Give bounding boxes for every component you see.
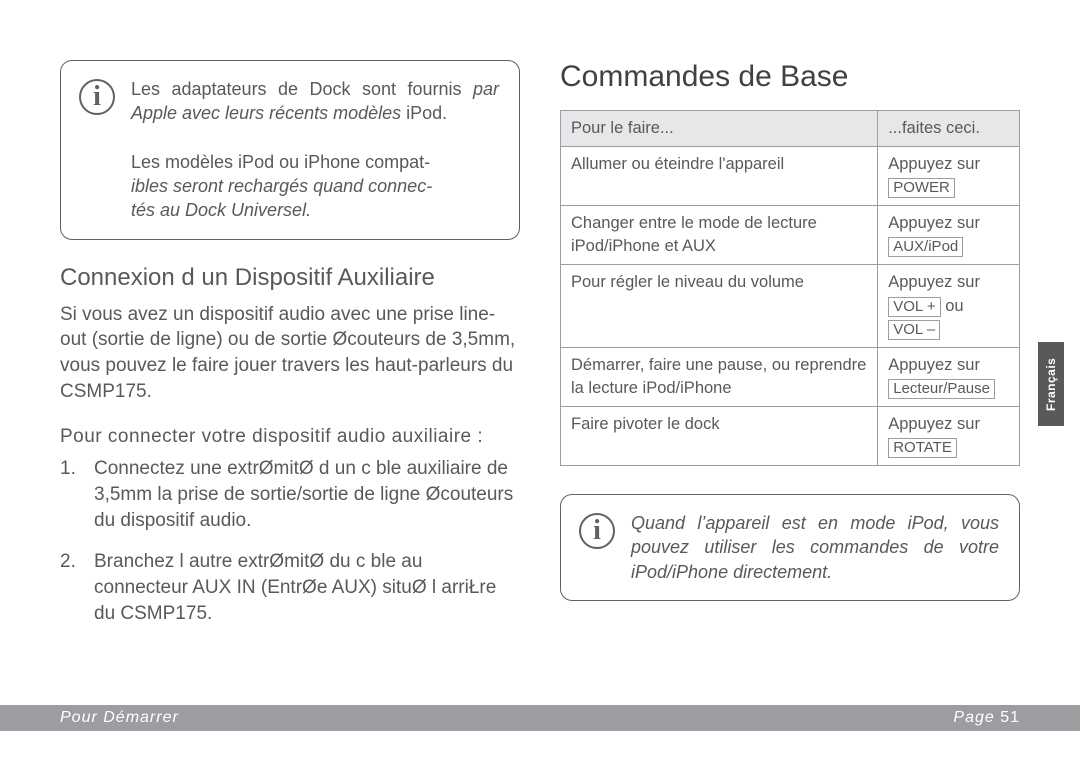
cell-action: Démarrer, faire une pause, ou reprendre …: [561, 347, 878, 406]
cell-result: Appuyez sur Lecteur/Pause: [878, 347, 1020, 406]
cell-result: Appuyez sur ROTATE: [878, 406, 1020, 465]
right-column: Commandes de Base Pour le faire... ...fa…: [560, 60, 1020, 642]
page-footer: Pour Démarrer Page 51: [0, 705, 1080, 731]
table-row: Pour régler le niveau du volume Appuyez …: [561, 265, 1020, 347]
aux-subheading: Pour connecter votre dispositif audio au…: [60, 426, 520, 448]
language-tab: Français: [1038, 342, 1064, 426]
cell-action: Changer entre le mode de lecture iPod/iP…: [561, 206, 878, 265]
th-action: Pour le faire...: [561, 111, 878, 147]
aux-paragraph: Si vous avez un dispositif audio avec un…: [60, 302, 520, 405]
table-row: Faire pivoter le dock Appuyez sur ROTATE: [561, 406, 1020, 465]
vol-plus-button-label: VOL +: [888, 297, 940, 317]
cell-result: Appuyez sur AUX/iPod: [878, 206, 1020, 265]
info-line1c: iPod.: [406, 103, 447, 123]
info-line2b: ibles seront rechargés quand connec-: [131, 176, 432, 196]
info-box-text: Les adaptateurs de Dock sont fournis par…: [131, 77, 499, 223]
commands-table: Pour le faire... ...faites ceci. Allumer…: [560, 110, 1020, 466]
info-line1a: Les adaptateurs de Dock sont fournis: [131, 79, 473, 99]
info-box-mode: i Quand l’appareil est en mode iPod, vou…: [560, 494, 1020, 601]
play-pause-button-label: Lecteur/Pause: [888, 379, 995, 399]
aux-heading: Connexion d un Dispositif Auxiliaire: [60, 264, 520, 292]
cell-action: Pour régler le niveau du volume: [561, 265, 878, 347]
vol-minus-button-label: VOL –: [888, 320, 940, 340]
left-column: i Les adaptateurs de Dock sont fournis p…: [60, 60, 520, 642]
aux-ipod-button-label: AUX/iPod: [888, 237, 963, 257]
commands-title: Commandes de Base: [560, 60, 1020, 94]
th-result: ...faites ceci.: [878, 111, 1020, 147]
cell-action: Faire pivoter le dock: [561, 406, 878, 465]
info-icon: i: [79, 79, 115, 115]
info-box-dock: i Les adaptateurs de Dock sont fournis p…: [60, 60, 520, 240]
footer-section: Pour Démarrer: [60, 709, 179, 727]
aux-steps: Connectez une extrØmitØ d un c ble auxil…: [60, 456, 520, 626]
step-1: Connectez une extrØmitØ d un c ble auxil…: [60, 456, 520, 533]
footer-page: Page 51: [953, 709, 1020, 727]
rotate-button-label: ROTATE: [888, 438, 957, 458]
info-line2a: Les modèles iPod ou iPhone compat-: [131, 152, 430, 172]
info-mode-text: Quand l’appareil est en mode iPod, vous …: [631, 511, 999, 584]
table-row: Démarrer, faire une pause, ou reprendre …: [561, 347, 1020, 406]
power-button-label: POWER: [888, 178, 955, 198]
cell-result: Appuyez sur VOL + ou VOL –: [878, 265, 1020, 347]
info-line2c: tés au Dock Universel.: [131, 200, 311, 220]
cell-result: Appuyez sur POWER: [878, 147, 1020, 206]
table-row: Changer entre le mode de lecture iPod/iP…: [561, 206, 1020, 265]
table-row: Allumer ou éteindre l'appareil Appuyez s…: [561, 147, 1020, 206]
step-2: Branchez l autre extrØmitØ du c ble au c…: [60, 549, 520, 626]
info-icon: i: [579, 513, 615, 549]
cell-action: Allumer ou éteindre l'appareil: [561, 147, 878, 206]
